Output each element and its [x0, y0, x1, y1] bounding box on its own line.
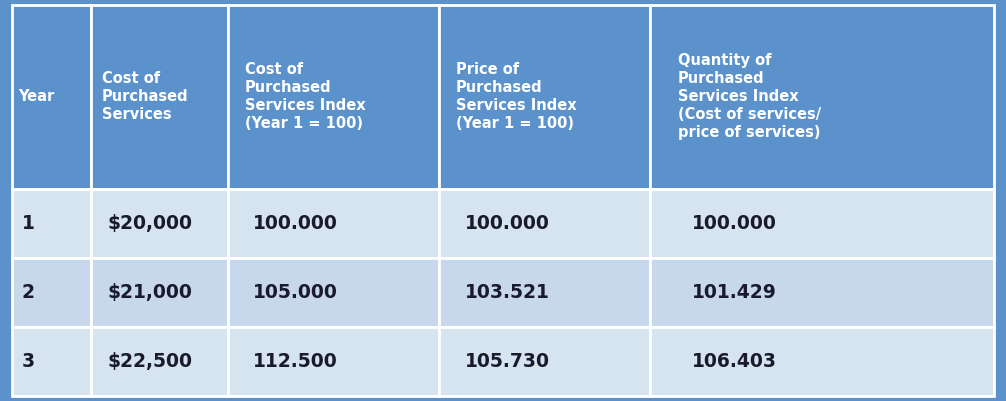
Text: 105.000: 105.000	[254, 283, 338, 302]
Text: 103.521: 103.521	[465, 283, 549, 302]
Bar	[12, 258, 91, 327]
Bar	[91, 327, 228, 396]
Bar	[91, 5, 228, 189]
Text: $20,000: $20,000	[107, 214, 192, 233]
Text: Year: Year	[18, 89, 54, 104]
Bar	[12, 189, 91, 258]
Text: Price of
Purchased
Services Index
(Year 1 = 100): Price of Purchased Services Index (Year …	[456, 62, 576, 131]
Bar	[440, 258, 650, 327]
Bar	[91, 258, 228, 327]
Text: Cost of
Purchased
Services: Cost of Purchased Services	[102, 71, 188, 122]
Bar	[650, 189, 994, 258]
Text: 100.000: 100.000	[691, 214, 777, 233]
Text: Quantity of
Purchased
Services Index
(Cost of services/
price of services): Quantity of Purchased Services Index (Co…	[678, 53, 821, 140]
Text: 3: 3	[21, 352, 34, 371]
Bar	[228, 258, 440, 327]
Bar	[12, 327, 91, 396]
Text: 112.500: 112.500	[254, 352, 338, 371]
Text: 105.730: 105.730	[465, 352, 549, 371]
Text: $21,000: $21,000	[107, 283, 192, 302]
Text: Cost of
Purchased
Services Index
(Year 1 = 100): Cost of Purchased Services Index (Year 1…	[245, 62, 365, 131]
Text: $22,500: $22,500	[107, 352, 192, 371]
Text: 1: 1	[21, 214, 34, 233]
Bar	[228, 5, 440, 189]
Bar	[650, 5, 994, 189]
Text: 106.403: 106.403	[691, 352, 777, 371]
Text: 100.000: 100.000	[254, 214, 338, 233]
Bar	[650, 327, 994, 396]
Bar	[650, 258, 994, 327]
Text: 2: 2	[21, 283, 34, 302]
Bar	[12, 5, 91, 189]
Text: 101.429: 101.429	[691, 283, 777, 302]
Bar	[228, 327, 440, 396]
Bar	[228, 189, 440, 258]
Text: 100.000: 100.000	[465, 214, 549, 233]
Bar	[440, 5, 650, 189]
Bar	[440, 189, 650, 258]
Bar	[440, 327, 650, 396]
Bar	[91, 189, 228, 258]
